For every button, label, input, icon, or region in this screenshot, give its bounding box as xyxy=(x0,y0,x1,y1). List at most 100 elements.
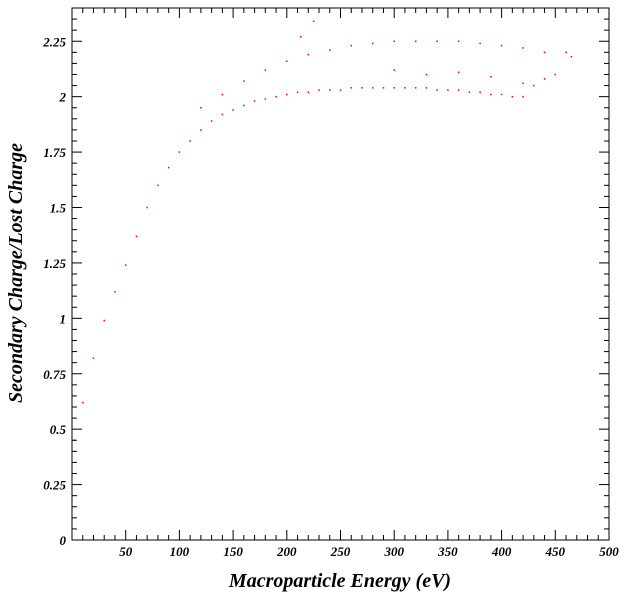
data-point xyxy=(200,129,202,131)
data-point xyxy=(457,40,460,42)
data-point xyxy=(425,73,428,76)
data-point xyxy=(533,84,535,87)
x-tick-label: 450 xyxy=(545,544,566,559)
y-tick-label: 1.5 xyxy=(50,201,67,216)
data-point xyxy=(500,93,503,96)
plot-frame xyxy=(71,7,610,541)
data-point xyxy=(243,104,245,107)
data-point xyxy=(307,53,310,56)
data-point xyxy=(361,87,363,89)
data-point xyxy=(339,89,342,91)
data-point xyxy=(414,87,417,89)
y-tick-label: 0 xyxy=(60,533,67,548)
data-point xyxy=(414,40,417,42)
data-point xyxy=(103,319,105,322)
data-point xyxy=(522,95,524,98)
data-point xyxy=(157,184,159,187)
data-point xyxy=(92,357,95,359)
data-point xyxy=(522,47,524,49)
data-point xyxy=(253,100,256,102)
data-point xyxy=(221,93,224,96)
data-point xyxy=(393,40,395,42)
data-point xyxy=(167,166,170,169)
data-point xyxy=(124,264,127,266)
data-point xyxy=(371,87,374,89)
x-tick-label: 500 xyxy=(599,544,619,559)
data-point xyxy=(522,82,524,85)
data-point xyxy=(189,140,191,142)
data-point xyxy=(350,87,352,89)
data-point xyxy=(318,89,320,91)
x-tick-label: 350 xyxy=(437,544,458,559)
data-point xyxy=(350,44,352,47)
data-point xyxy=(511,95,514,98)
x-axis-title: Macroparticle Energy (eV) xyxy=(228,570,451,592)
data-point xyxy=(554,73,557,76)
y-tick-label: 1.75 xyxy=(43,145,66,160)
x-tick-label: 250 xyxy=(330,544,351,559)
data-point xyxy=(210,120,213,122)
data-point xyxy=(490,93,492,96)
y-tick-label: 2 xyxy=(59,90,67,105)
data-point xyxy=(146,206,148,209)
data-point xyxy=(312,20,315,23)
data-point xyxy=(457,89,460,91)
data-point xyxy=(490,75,492,78)
data-point xyxy=(393,87,395,89)
data-point xyxy=(232,109,234,111)
data-point xyxy=(221,113,224,116)
data-point xyxy=(264,69,267,71)
data-point xyxy=(543,78,546,80)
data-point xyxy=(264,98,267,100)
x-tick-labels: 50 100 150 200 250 300 350 400 450 500 xyxy=(119,544,619,559)
y-tick-label: 1 xyxy=(60,311,67,326)
data-point xyxy=(300,36,302,38)
data-point xyxy=(404,87,406,89)
data-point xyxy=(178,151,181,153)
data-point xyxy=(307,91,310,93)
x-tick-label: 300 xyxy=(383,544,404,559)
data-point xyxy=(543,51,546,54)
data-point xyxy=(135,235,138,238)
data-point xyxy=(447,89,449,91)
data-point xyxy=(500,44,503,47)
x-tick-label: 200 xyxy=(276,544,297,559)
y-tick-label: 0.5 xyxy=(50,422,67,437)
data-point xyxy=(286,60,288,62)
y-tick-label: 2.25 xyxy=(42,34,66,49)
y-tick-labels: 0 0.25 0.5 0.75 1 1.25 1.5 1.75 2 2.25 xyxy=(42,34,66,548)
data-point xyxy=(81,401,84,404)
data-point xyxy=(296,91,299,93)
data-point xyxy=(479,42,481,45)
x-tick-label: 100 xyxy=(170,544,190,559)
data-point xyxy=(393,69,395,71)
data-point xyxy=(565,51,567,54)
data-point xyxy=(243,80,245,82)
data-point xyxy=(114,290,116,293)
data-point xyxy=(286,93,288,96)
x-tick-label: 50 xyxy=(119,544,133,559)
data-point xyxy=(436,40,438,42)
data-point xyxy=(329,49,331,51)
data-point xyxy=(570,56,573,58)
axis-ticks xyxy=(71,7,610,541)
x-tick-label: 150 xyxy=(223,544,243,559)
data-point xyxy=(468,91,471,93)
x-tick-label: 400 xyxy=(491,544,512,559)
data-point xyxy=(200,107,202,109)
data-point xyxy=(329,89,331,91)
y-tick-label: 0.75 xyxy=(43,367,66,382)
data-point xyxy=(436,89,438,91)
y-axis-title: Secondary Charge/Lost Charge xyxy=(5,143,27,403)
data-point xyxy=(275,95,277,98)
data-point xyxy=(371,42,374,45)
data-point xyxy=(425,87,428,89)
y-tick-label: 0.25 xyxy=(43,478,66,493)
data-point xyxy=(457,71,460,74)
y-tick-label: 1.25 xyxy=(43,256,66,271)
data-point xyxy=(479,91,481,93)
data-point xyxy=(382,87,385,89)
data-points xyxy=(73,20,573,441)
